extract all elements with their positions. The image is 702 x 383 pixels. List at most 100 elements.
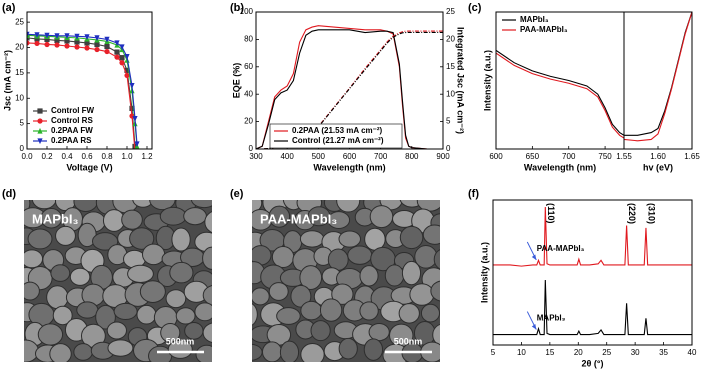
y2-tick-label: 25	[446, 7, 455, 16]
grain	[409, 283, 435, 306]
marker	[44, 41, 50, 48]
grain	[252, 303, 258, 326]
x-tick-label: 20	[574, 348, 583, 357]
marker	[134, 141, 140, 148]
grain	[195, 344, 212, 362]
x-axis-label: Wavelength (nm)	[524, 162, 596, 172]
series-label: MAPbI₃	[537, 314, 566, 323]
grain	[331, 283, 354, 305]
marker	[37, 108, 43, 114]
grain	[299, 230, 325, 248]
grain	[113, 302, 138, 320]
panel-label: (a)	[2, 2, 16, 14]
x-tick-label: 700	[562, 152, 576, 161]
grain	[300, 342, 325, 362]
grain	[69, 267, 91, 286]
marker	[129, 82, 135, 89]
grain	[121, 209, 143, 230]
grain	[300, 300, 323, 321]
y2-tick-label: 20	[446, 35, 455, 44]
marker	[64, 38, 70, 44]
peak-label: (310)	[647, 203, 657, 224]
y-axis-label: EQE (%)	[231, 63, 241, 99]
grain	[268, 282, 289, 301]
grain	[276, 307, 301, 325]
legend-label: 0.2PAA (21.53 mA cm⁻²)	[292, 126, 383, 135]
marker	[119, 55, 125, 61]
series-line	[256, 25, 443, 149]
y-tick-label: 10	[15, 93, 24, 102]
x-tick-label: 600	[343, 152, 357, 161]
x-tick-label: 15	[545, 348, 554, 357]
grain	[268, 205, 291, 228]
legend-label: MAPbI₃	[520, 15, 549, 24]
grain	[327, 248, 349, 271]
grain	[327, 211, 351, 229]
grain	[252, 343, 263, 361]
grain	[202, 246, 212, 270]
marker	[84, 45, 90, 51]
x-axis-label: Wavelength (nm)	[313, 162, 385, 172]
grain	[167, 339, 193, 359]
panel-label: (c)	[468, 2, 482, 14]
series-line	[496, 52, 625, 139]
grain	[401, 260, 422, 286]
grain	[252, 287, 270, 306]
marker	[104, 43, 110, 50]
y2-tick-label: 0	[446, 144, 451, 153]
marker	[64, 33, 70, 39]
x-tick-label: 0.6	[81, 152, 93, 161]
x-tick-label: 500	[312, 152, 326, 161]
x-tick-label: 0.4	[61, 152, 73, 161]
series-line	[493, 206, 692, 267]
grain	[359, 265, 379, 287]
grain	[24, 281, 40, 301]
series-line	[493, 280, 692, 336]
grain	[95, 304, 116, 330]
grain	[368, 322, 390, 342]
y-tick-label: 80	[244, 35, 253, 44]
marker	[34, 36, 40, 42]
x-tick-label: 30	[631, 348, 640, 357]
panel-label: (b)	[230, 2, 244, 14]
grain	[129, 227, 155, 250]
grain	[338, 230, 362, 248]
y-tick-label: 100	[240, 7, 254, 16]
grain	[299, 265, 323, 291]
grain	[432, 323, 440, 346]
marker	[37, 118, 43, 124]
grain	[169, 261, 194, 284]
series-line	[624, 12, 692, 136]
grain	[73, 343, 93, 361]
grain	[369, 205, 394, 229]
grain	[24, 249, 44, 269]
series-line	[623, 12, 692, 142]
grain	[359, 301, 379, 321]
grain	[363, 338, 384, 361]
grain	[399, 225, 424, 250]
panel-label: (f)	[468, 188, 479, 200]
axes-frame	[495, 11, 693, 150]
grain	[49, 343, 72, 362]
scale-bar-label: 500nm	[394, 336, 423, 346]
grain	[31, 200, 57, 210]
grain	[398, 303, 420, 324]
marker	[132, 115, 138, 122]
peak-label: (110)	[546, 203, 556, 224]
marker	[114, 40, 120, 47]
grain	[50, 264, 71, 282]
marker	[119, 60, 125, 66]
grain	[24, 339, 39, 362]
series-line	[256, 29, 443, 149]
marker	[94, 46, 100, 53]
grain	[175, 307, 196, 325]
marker	[54, 33, 60, 39]
x-tick-label: 1.2	[141, 152, 153, 161]
x-tick-label: 35	[659, 348, 668, 357]
grain	[430, 280, 440, 302]
legend-label: 0.2PAA FW	[51, 126, 93, 135]
y-tick-label: 20	[244, 117, 253, 126]
grain	[37, 323, 64, 346]
y-tick-label: 60	[244, 62, 253, 71]
x2-tick-label: 1.55	[616, 152, 632, 161]
